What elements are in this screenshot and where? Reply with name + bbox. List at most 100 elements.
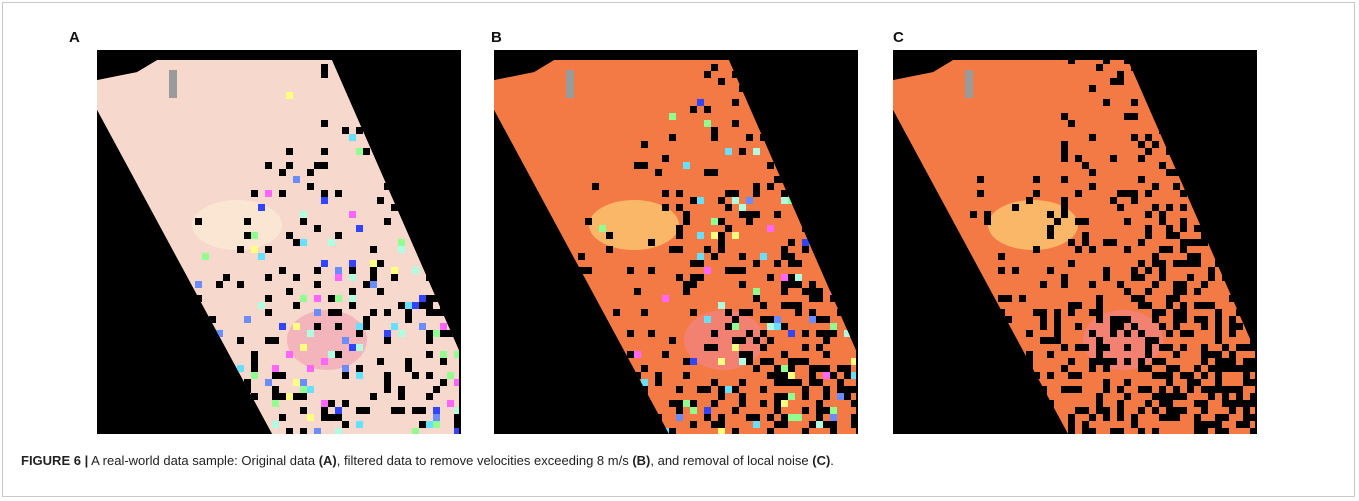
pixel bbox=[767, 183, 774, 190]
pixel bbox=[1124, 379, 1131, 386]
pixel bbox=[1159, 344, 1166, 351]
pixel bbox=[809, 379, 816, 386]
pixel bbox=[1096, 295, 1103, 302]
pixel bbox=[1068, 372, 1075, 379]
pixel bbox=[1159, 386, 1166, 393]
pixel bbox=[802, 386, 809, 393]
pixel bbox=[788, 365, 795, 372]
pixel bbox=[1089, 358, 1096, 365]
pixel bbox=[1152, 309, 1159, 316]
pixel bbox=[1180, 330, 1187, 337]
pixel bbox=[286, 351, 293, 358]
pixel bbox=[1159, 400, 1166, 407]
pixel bbox=[286, 162, 293, 169]
pixel bbox=[1152, 407, 1159, 414]
pixel bbox=[816, 379, 823, 386]
pixel bbox=[426, 337, 433, 344]
pixel bbox=[356, 330, 363, 337]
pixel bbox=[1229, 358, 1236, 365]
pixel bbox=[781, 246, 788, 253]
pixel bbox=[641, 309, 648, 316]
pixel bbox=[704, 414, 711, 421]
pixel bbox=[753, 211, 760, 218]
pixel bbox=[795, 274, 802, 281]
pixel bbox=[760, 316, 767, 323]
pixel bbox=[279, 372, 286, 379]
pixel bbox=[440, 358, 447, 365]
pixel bbox=[774, 316, 781, 323]
pixel bbox=[356, 372, 363, 379]
pixel bbox=[1110, 358, 1117, 365]
pixel bbox=[433, 330, 440, 337]
pixel bbox=[1166, 407, 1173, 414]
pixel bbox=[1096, 351, 1103, 358]
pixel bbox=[258, 253, 265, 260]
pixel bbox=[356, 344, 363, 351]
pixel bbox=[690, 106, 697, 113]
pixel bbox=[349, 211, 356, 218]
pixel bbox=[440, 323, 447, 330]
pixel bbox=[1117, 190, 1124, 197]
pixel bbox=[433, 414, 440, 421]
pixel bbox=[251, 246, 258, 253]
caption-text: , filtered data to remove velocities exc… bbox=[337, 453, 633, 468]
pixel bbox=[704, 267, 711, 274]
panel-image bbox=[893, 50, 1257, 434]
pixel bbox=[377, 288, 384, 295]
pixel bbox=[391, 323, 398, 330]
pixel bbox=[711, 218, 718, 225]
pixel bbox=[1082, 407, 1089, 414]
pixel bbox=[1138, 141, 1145, 148]
pixel bbox=[405, 302, 412, 309]
pixel bbox=[426, 295, 433, 302]
pixel bbox=[300, 386, 307, 393]
pixel bbox=[1131, 267, 1138, 274]
pixel bbox=[823, 386, 830, 393]
pixel bbox=[244, 218, 251, 225]
pixel bbox=[753, 148, 760, 155]
pixel bbox=[704, 407, 711, 414]
pixel bbox=[690, 421, 697, 428]
pixel bbox=[998, 295, 1005, 302]
pixel bbox=[1068, 309, 1075, 316]
pixel bbox=[711, 134, 718, 141]
pixel bbox=[718, 218, 725, 225]
pixel bbox=[809, 421, 816, 428]
pixel bbox=[1103, 414, 1110, 421]
pixel bbox=[272, 372, 279, 379]
pixel bbox=[1166, 246, 1173, 253]
pixel bbox=[1040, 337, 1047, 344]
pixel bbox=[1152, 281, 1159, 288]
pixel bbox=[998, 267, 1005, 274]
pixel bbox=[774, 176, 781, 183]
pixel bbox=[1138, 155, 1145, 162]
pixel bbox=[669, 337, 676, 344]
pixel bbox=[1110, 197, 1117, 204]
pixel bbox=[669, 134, 676, 141]
pixel bbox=[265, 379, 272, 386]
pixel bbox=[1243, 365, 1250, 372]
pixel bbox=[1061, 365, 1068, 372]
pixel bbox=[1166, 302, 1173, 309]
panel-label: B bbox=[491, 29, 502, 46]
pixel bbox=[711, 330, 718, 337]
pixel bbox=[1089, 134, 1096, 141]
pixel bbox=[314, 428, 321, 434]
pixel bbox=[1173, 323, 1180, 330]
pixel bbox=[823, 337, 830, 344]
gray-patch bbox=[566, 70, 574, 98]
pixel bbox=[377, 260, 384, 267]
pixel bbox=[237, 337, 244, 344]
pixel bbox=[412, 302, 419, 309]
pixel bbox=[977, 176, 984, 183]
pixel bbox=[258, 302, 265, 309]
pixel bbox=[823, 365, 830, 372]
pixel bbox=[1131, 99, 1138, 106]
pixel bbox=[412, 372, 419, 379]
pixel bbox=[426, 302, 433, 309]
pixel bbox=[1047, 225, 1054, 232]
pixel bbox=[398, 246, 405, 253]
pixel bbox=[1124, 316, 1131, 323]
pixel bbox=[781, 288, 788, 295]
pixel bbox=[599, 225, 606, 232]
